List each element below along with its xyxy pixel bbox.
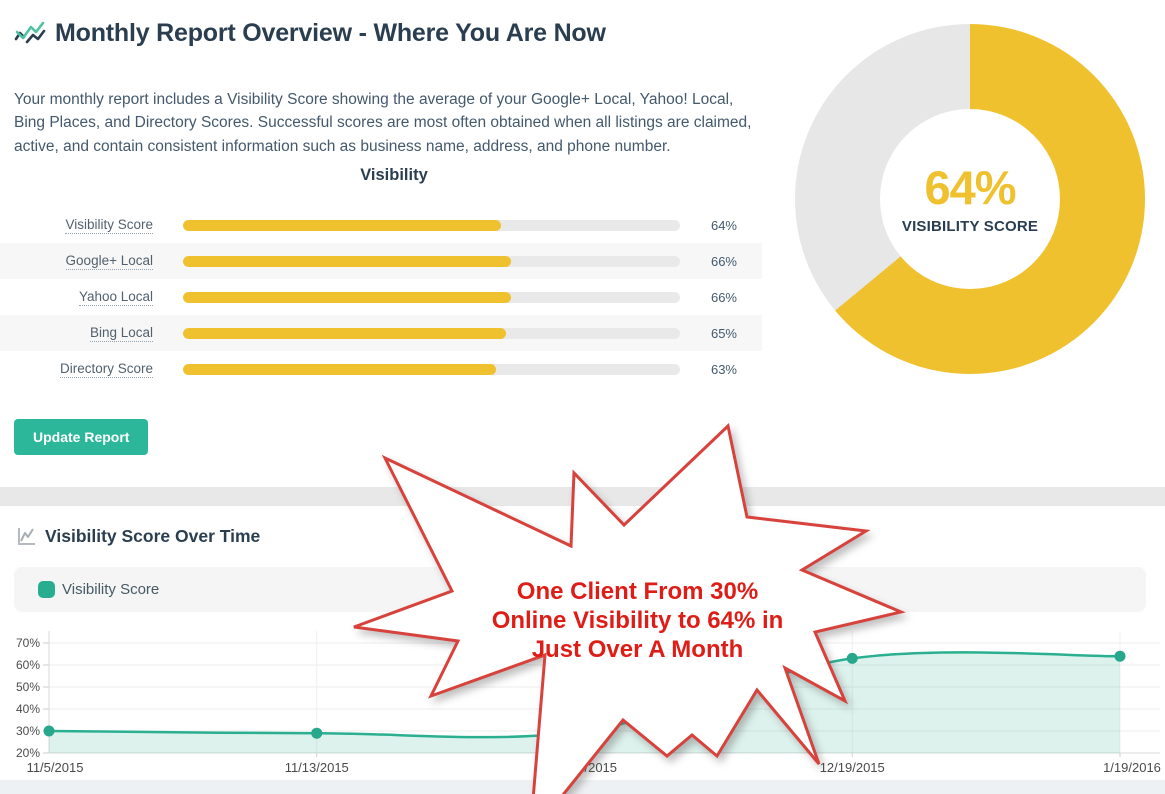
score-bars: Visibility Score 64% Google+ Local 66% Y… xyxy=(0,207,762,387)
donut-value: 64% xyxy=(924,160,1016,214)
series-area xyxy=(49,652,1120,753)
report-description: Your monthly report includes a Visibilit… xyxy=(14,90,752,155)
bar-label[interactable]: Yahoo Local xyxy=(78,289,153,306)
x-tick-label: 12/19/2015 xyxy=(820,760,885,775)
donut-caption: VISIBILITY SCORE xyxy=(901,217,1039,235)
bar-row: Directory Score 63% xyxy=(0,351,762,387)
timeline-header: Visibility Score Over Time xyxy=(16,526,260,547)
timeline-title: Visibility Score Over Time xyxy=(45,526,261,546)
bar-label[interactable]: Directory Score xyxy=(59,361,153,378)
x-tick-label: 11/13/2015 xyxy=(285,760,349,775)
bar-value: 65% xyxy=(710,325,737,341)
y-tick-label: 70% xyxy=(16,636,40,650)
x-tick-label: 1/19/2016 xyxy=(1103,760,1161,775)
bar-value: 63% xyxy=(710,361,737,377)
data-point xyxy=(846,652,858,664)
bar-row: Yahoo Local 66% xyxy=(0,279,762,315)
y-tick-label: 60% xyxy=(16,658,40,672)
bar-value: 66% xyxy=(710,289,737,305)
bar-label[interactable]: Google+ Local xyxy=(65,253,153,270)
y-tick-label: 30% xyxy=(16,724,40,738)
bar-track xyxy=(183,291,680,303)
y-tick-label: 20% xyxy=(16,746,40,760)
page-header: Monthly Report Overview - Where You Are … xyxy=(14,18,606,48)
legend-swatch-icon xyxy=(38,581,55,598)
bar-track xyxy=(183,327,680,339)
trend-line-icon xyxy=(14,18,46,48)
y-tick-label: 50% xyxy=(16,680,40,694)
bar-fill xyxy=(183,255,512,267)
page-bottom-strip xyxy=(0,780,1165,794)
starburst-shape xyxy=(353,423,906,794)
y-tick-label: 40% xyxy=(16,702,40,716)
bar-label[interactable]: Bing Local xyxy=(89,325,153,342)
bar-track xyxy=(183,219,680,231)
bar-row: Visibility Score 64% xyxy=(0,207,762,243)
data-point xyxy=(43,725,55,737)
bar-chart-title: Visibility xyxy=(360,166,428,184)
update-report-button[interactable]: Update Report xyxy=(14,419,149,455)
chart-line-icon xyxy=(16,526,37,547)
annotation-text: One Client From 30% Online Visibility to… xyxy=(390,577,885,664)
donut-chart: 64% VISIBILITY SCORE xyxy=(795,24,1145,374)
bar-fill xyxy=(183,363,497,375)
annotation-line-1: One Client From 30% xyxy=(516,578,759,605)
bar-row: Bing Local 65% xyxy=(0,315,762,351)
bar-track xyxy=(183,363,680,375)
bar-value: 64% xyxy=(710,217,737,233)
data-point xyxy=(1114,650,1126,662)
bar-label[interactable]: Visibility Score xyxy=(65,217,153,234)
data-point xyxy=(311,727,323,739)
bar-track xyxy=(183,255,680,267)
legend-label: Visibility Score xyxy=(62,581,160,598)
annotation-line-2: Online Visibility to 64% in xyxy=(491,607,784,634)
bar-row: Google+ Local 66% xyxy=(0,243,762,279)
bar-value: 66% xyxy=(710,253,737,269)
bar-fill xyxy=(183,327,507,339)
annotation-line-3: Just Over A Month xyxy=(531,636,744,663)
bar-fill xyxy=(183,291,512,303)
page-title: Monthly Report Overview - Where You Are … xyxy=(55,18,606,47)
bar-fill xyxy=(183,219,502,231)
x-tick-label: 11/5/2015 xyxy=(27,760,84,775)
